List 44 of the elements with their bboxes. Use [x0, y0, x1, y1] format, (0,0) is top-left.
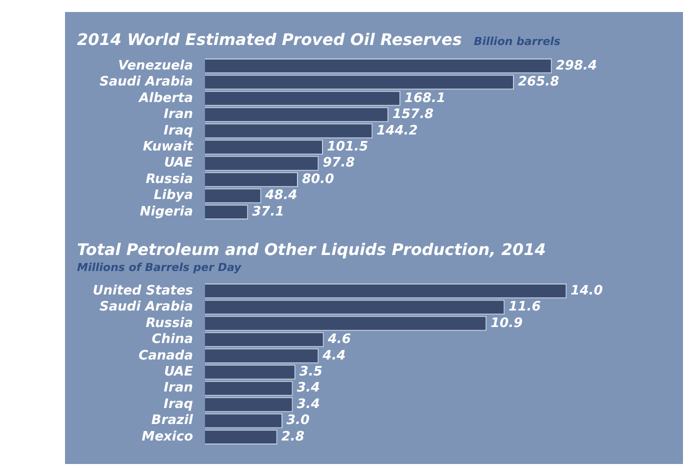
chart-subtitle: Millions of Barrels per Day — [77, 261, 242, 274]
data-label: 298.4 — [556, 58, 598, 74]
data-label: 3.0 — [286, 413, 310, 428]
data-label: 10.9 — [490, 316, 523, 331]
y-tick-label: Iraq — [164, 123, 193, 138]
y-tick-label: UAE — [164, 156, 194, 171]
y-tick-label: Kuwait — [142, 139, 194, 154]
y-tick-label: Iraq — [164, 396, 193, 412]
y-tick-label: Saudi Arabia — [100, 300, 193, 315]
y-tick-label: Russia — [146, 172, 193, 187]
y-tick-label: China — [152, 332, 193, 348]
data-label: 144.2 — [376, 123, 418, 138]
y-tick-label: Alberta — [138, 90, 193, 106]
data-label: 14.0 — [570, 283, 603, 298]
y-tick-label: Saudi Arabia — [100, 74, 193, 90]
data-label: 101.5 — [326, 139, 368, 154]
data-label: 168.1 — [404, 90, 446, 106]
data-label: 11.6 — [508, 300, 541, 315]
chart-title: 2014 World Estimated Proved Oil Reserves — [77, 30, 462, 49]
data-label: 4.6 — [326, 332, 351, 348]
y-tick-label: United States — [92, 283, 194, 298]
data-label: 4.4 — [322, 348, 346, 364]
y-tick-label: UAE — [164, 364, 194, 380]
y-tick-label: Nigeria — [140, 204, 193, 220]
data-label: 157.8 — [392, 107, 434, 122]
y-tick-label: Mexico — [142, 429, 194, 444]
y-tick-label: Russia — [146, 316, 193, 331]
y-tick-label: Venezuela — [118, 58, 193, 74]
data-label: 3.4 — [296, 380, 320, 396]
chart-subtitle: Billion barrels — [474, 35, 560, 48]
data-label: 97.8 — [322, 156, 355, 171]
data-label: 2.8 — [281, 429, 304, 444]
data-label: 265.8 — [518, 74, 560, 90]
y-tick-label: Brazil — [151, 413, 194, 428]
y-tick-label: Iran — [164, 380, 193, 396]
y-tick-label: Canada — [138, 348, 193, 364]
data-label: 3.5 — [299, 364, 322, 380]
data-label: 37.1 — [252, 204, 284, 220]
chart-title: Total Petroleum and Other Liquids Production, 2014 — [77, 240, 546, 259]
y-tick-label: Libya — [154, 188, 193, 204]
y-tick-label: Iran — [164, 107, 193, 122]
data-label: 3.4 — [296, 396, 320, 412]
data-label: 48.4 — [264, 188, 298, 204]
data-label: 80.0 — [302, 172, 334, 187]
